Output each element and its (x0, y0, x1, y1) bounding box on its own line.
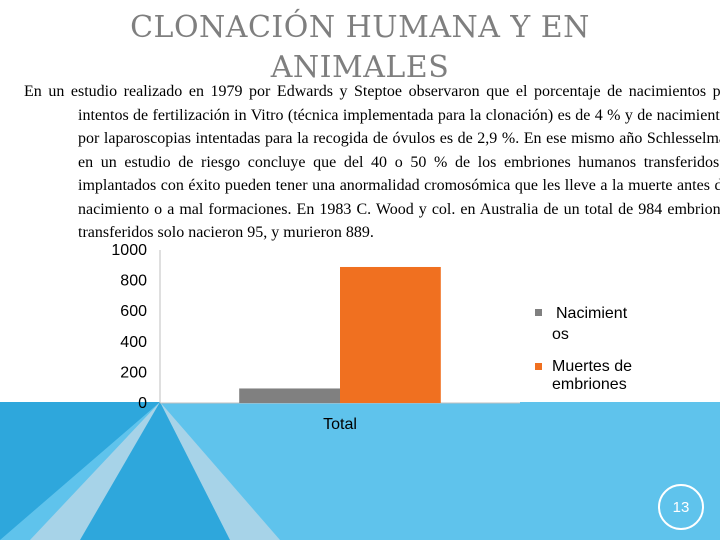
legend-swatch-nacimientos (535, 309, 542, 316)
bar-nacimientos-total (239, 388, 340, 403)
legend-label-muertes: Muertes de embriones (552, 358, 637, 393)
legend-label-nacimientos-line2: os (552, 326, 569, 343)
y-tick-label-400: 400 (120, 334, 147, 351)
legend-label-nacimientos-line1: Nacimient (556, 305, 628, 322)
legend-swatch-muertes (535, 363, 542, 370)
x-tick-label-total: Total (323, 416, 357, 433)
legend-label-muertes-line1: Muertes de (552, 358, 632, 375)
y-tick-label-600: 600 (120, 303, 147, 320)
y-tick-label-200: 200 (120, 364, 147, 381)
y-tick-label-800: 800 (120, 273, 147, 290)
legend: Nacimient os Muertes de embriones (535, 305, 637, 393)
slide-number: 13 (658, 484, 704, 530)
bars (239, 266, 441, 403)
y-axis-ticks: 0 200 400 600 800 1000 (111, 242, 147, 412)
y-tick-label-0: 0 (138, 395, 147, 412)
legend-label-muertes-line2: embriones (552, 376, 627, 393)
slide-title: CLONACIÓN HUMANA Y EN ANIMALES (130, 10, 590, 85)
center-dark-triangle (80, 402, 230, 540)
legend-label-nacimientos: Nacimient os (552, 305, 632, 343)
bar-muertes-de-embriones-total (340, 266, 441, 403)
left-blue-band (0, 402, 160, 540)
body-paragraph: En un estudio realizado en 1979 por Edwa… (24, 83, 720, 241)
y-tick-label-1000: 1000 (111, 242, 147, 259)
